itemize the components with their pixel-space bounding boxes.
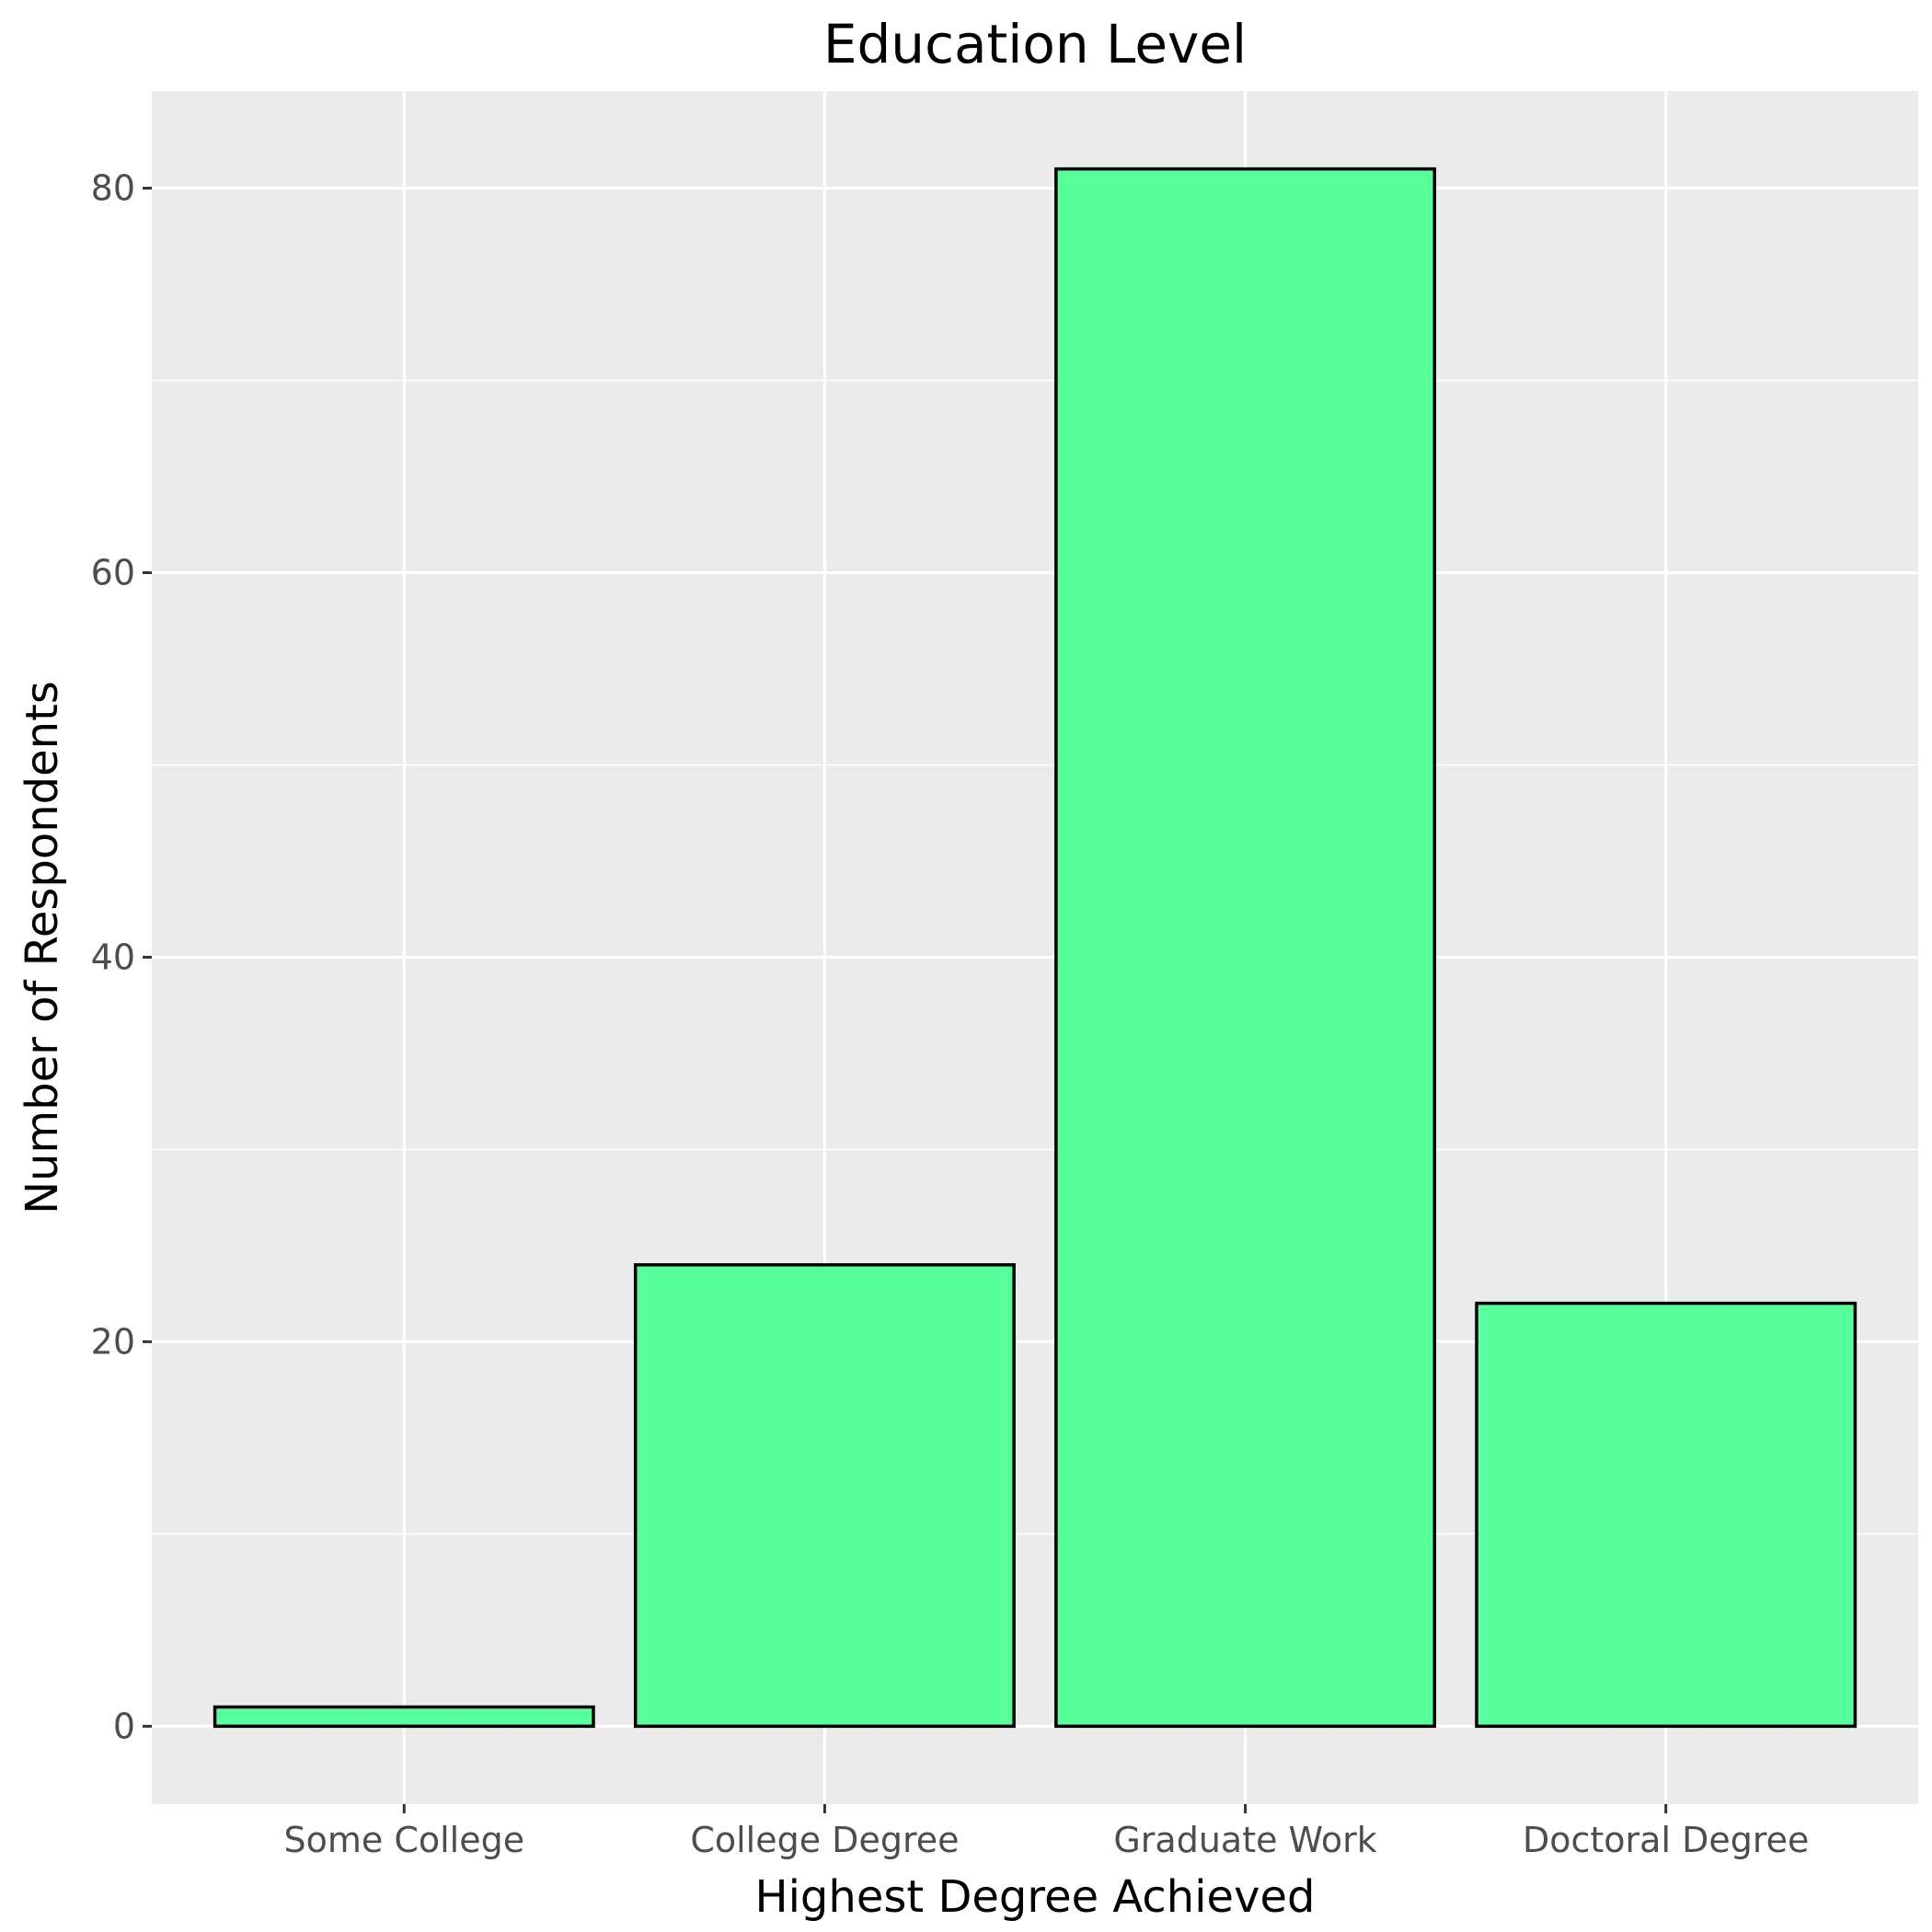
- x-axis-ticks: Some College College Degree Graduate Work D…: [283, 1804, 1809, 1860]
- y-tick-label: 0: [113, 1706, 135, 1746]
- bar: [1475, 1301, 1857, 1729]
- y-tick-label: 80: [91, 168, 135, 209]
- x-axis-title: Highest Degree Achieved: [755, 1871, 1316, 1923]
- x-tick-label: Some College: [283, 1820, 524, 1860]
- x-tick-label: College Degree: [690, 1820, 959, 1860]
- x-tick-label: Graduate Work: [1113, 1820, 1376, 1860]
- y-tick-label: 40: [91, 937, 135, 977]
- y-tick-label: 20: [91, 1321, 135, 1362]
- bar: [633, 1263, 1016, 1729]
- y-axis-title: Number of Respondents: [17, 681, 68, 1214]
- bar: [213, 1705, 595, 1729]
- bars: [213, 167, 1857, 1729]
- y-tick-label: 60: [91, 552, 135, 592]
- bar: [1054, 167, 1437, 1729]
- y-axis-ticks: 0 20 40 60 80: [91, 168, 152, 1746]
- x-tick-label: Doctoral Degree: [1523, 1820, 1809, 1860]
- chart-title: Education Level: [823, 13, 1247, 75]
